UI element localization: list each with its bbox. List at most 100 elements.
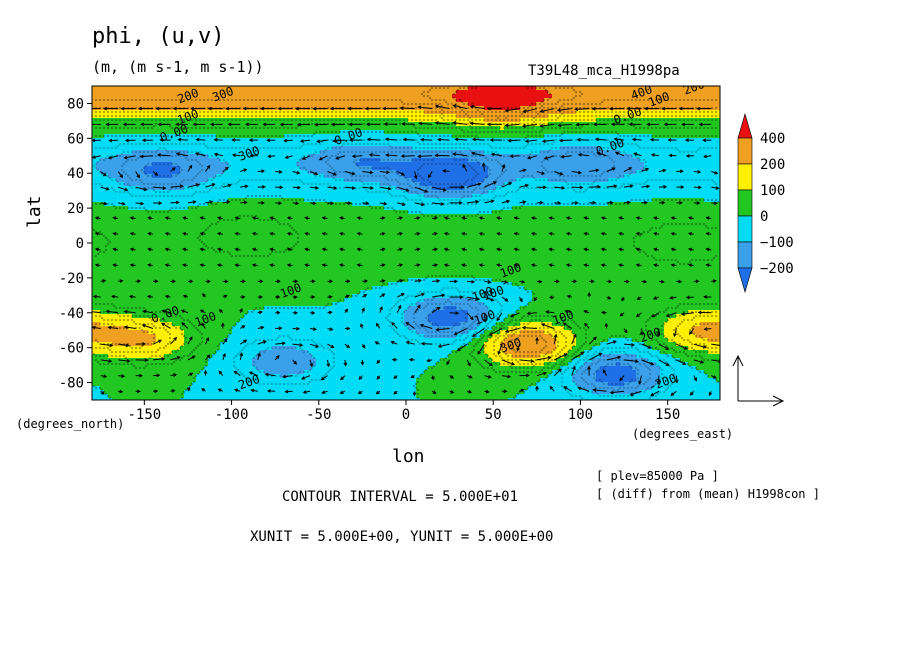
field-cell: [256, 134, 261, 139]
field-cell: [112, 346, 117, 351]
field-cell: [184, 370, 189, 375]
field-cell: [276, 298, 281, 303]
field-cell: [304, 90, 309, 95]
field-cell: [160, 226, 165, 231]
field-cell: [132, 166, 137, 171]
field-cell: [256, 258, 261, 263]
field-cell: [196, 318, 201, 323]
field-cell: [340, 338, 345, 343]
field-cell: [332, 302, 337, 307]
field-cell: [192, 210, 197, 215]
field-cell: [204, 286, 209, 291]
field-cell: [100, 94, 105, 99]
field-cell: [336, 378, 341, 383]
field-cell: [280, 202, 285, 207]
field-cell: [144, 262, 149, 267]
field-cell: [164, 394, 169, 399]
field-cell: [256, 190, 261, 195]
field-cell: [244, 214, 249, 219]
field-cell: [316, 182, 321, 187]
field-cell: [288, 214, 293, 219]
field-cell: [276, 322, 281, 327]
field-cell: [144, 166, 149, 171]
field-cell: [296, 110, 301, 115]
field-cell: [232, 370, 237, 375]
field-cell: [228, 322, 233, 327]
field-cell: [228, 210, 233, 215]
field-cell: [180, 350, 185, 355]
field-cell: [264, 318, 269, 323]
field-cell: [320, 358, 325, 363]
field-cell: [272, 142, 277, 147]
field-cell: [304, 86, 309, 91]
field-cell: [252, 338, 257, 343]
field-cell: [160, 394, 165, 399]
field-cell: [256, 170, 261, 175]
field-cell: [220, 354, 225, 359]
field-cell: [328, 262, 333, 267]
field-cell: [216, 90, 221, 95]
field-cell: [328, 114, 333, 119]
field-cell: [208, 294, 213, 299]
field-cell: [308, 346, 313, 351]
field-cell: [260, 138, 265, 143]
field-cell: [180, 90, 185, 95]
field-cell: [148, 150, 153, 155]
field-cell: [304, 370, 309, 375]
field-cell: [148, 386, 153, 391]
field-cell: [324, 186, 329, 191]
field-cell: [180, 170, 185, 175]
field-cell: [292, 122, 297, 127]
field-cell: [180, 246, 185, 251]
field-cell: [184, 134, 189, 139]
field-cell: [232, 206, 237, 211]
field-cell: [256, 158, 261, 163]
field-cell: [172, 234, 177, 239]
field-cell: [344, 102, 349, 107]
field-cell: [100, 198, 105, 203]
field-cell: [340, 214, 345, 219]
field-cell: [164, 342, 169, 347]
field-cell: [316, 278, 321, 283]
field-cell: [288, 314, 293, 319]
field-cell: [328, 106, 333, 111]
field-cell: [312, 238, 317, 243]
field-cell: [108, 222, 113, 227]
field-cell: [288, 258, 293, 263]
field-cell: [172, 238, 177, 243]
field-cell: [272, 354, 277, 359]
field-cell: [268, 326, 273, 331]
field-cell: [328, 362, 333, 367]
field-cell: [272, 218, 277, 223]
field-cell: [312, 230, 317, 235]
field-cell: [104, 94, 109, 99]
field-cell: [256, 382, 261, 387]
field-cell: [116, 394, 121, 399]
field-cell: [116, 214, 121, 219]
field-cell: [184, 258, 189, 263]
field-cell: [108, 90, 113, 95]
field-cell: [252, 250, 257, 255]
field-cell: [192, 366, 197, 371]
field-cell: [104, 134, 109, 139]
field-cell: [176, 294, 181, 299]
field-cell: [264, 282, 269, 287]
field-cell: [172, 386, 177, 391]
field-cell: [216, 326, 221, 331]
field-cell: [268, 98, 273, 103]
field-cell: [196, 222, 201, 227]
field-cell: [184, 146, 189, 151]
field-cell: [144, 274, 149, 279]
field-cell: [164, 374, 169, 379]
field-cell: [180, 218, 185, 223]
field-cell: [212, 330, 217, 335]
field-cell: [220, 178, 225, 183]
field-cell: [172, 310, 177, 315]
field-cell: [164, 158, 169, 163]
field-cell: [92, 130, 97, 135]
field-cell: [160, 118, 165, 123]
field-cell: [128, 194, 133, 199]
field-cell: [160, 258, 165, 263]
field-cell: [324, 118, 329, 123]
field-cell: [164, 382, 169, 387]
